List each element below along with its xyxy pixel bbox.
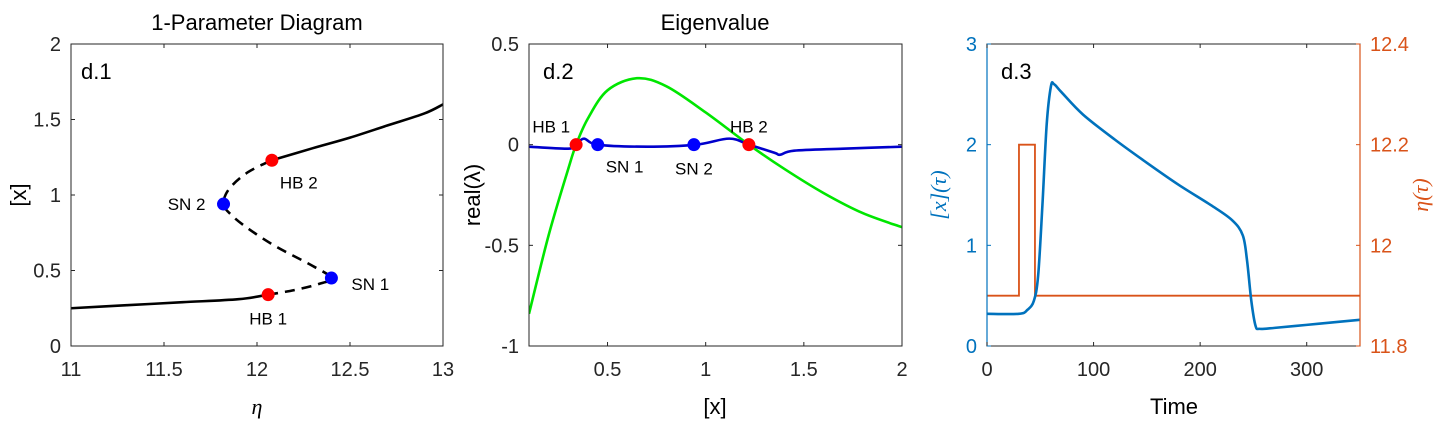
panel-1-title: 1-Parameter Diagram: [151, 10, 363, 35]
panel-1-label: d.1: [81, 59, 112, 84]
stable-branch-line-2: [271, 103, 443, 162]
panel-2-points: HB 1 SN 1 SN 2 HB 2: [532, 118, 767, 179]
panel-3-x-axis-label: Time: [1150, 394, 1198, 419]
panel-3-left-y-ticks: 0 1 2 3: [966, 34, 991, 358]
panel-3-right-y-tick-label: 12.2: [1370, 135, 1409, 157]
panel-1-x-tick-label: 11.5: [145, 359, 182, 381]
panel-3-curves: [987, 81, 1360, 331]
panel-1-curves: [71, 103, 443, 310]
panel-3-right-y-tick-label: 12: [1370, 235, 1392, 257]
panel-3-x-tick-label: 200: [1183, 359, 1216, 381]
panel-2-x-axis-label: [x]: [703, 394, 726, 419]
panel-1-y-tick-label: 1.5: [33, 110, 61, 132]
panel-2-y-tick-label: 0: [508, 135, 519, 157]
panel-2-x-tick-label: 1.5: [790, 359, 818, 381]
panel-3-left-y-axis-label: [x](τ): [926, 170, 951, 219]
eigen-point-sn-2: [687, 138, 701, 152]
panel-1-y-tick-label: 0.5: [33, 261, 61, 283]
panel-1-y-tick-label: 1: [50, 185, 61, 207]
bifurcation-point-hb-1: [261, 288, 275, 302]
panel-2-y-tick-label: -1: [501, 336, 519, 358]
bifurcation-label-hb-2: HB 2: [280, 173, 318, 192]
panel-1-x-ticks: 11 11.5 12 12.5 13: [61, 44, 454, 381]
panel-2-title: Eigenvalue: [661, 10, 770, 35]
panel-3-right-y-tick-label: 12.4: [1370, 34, 1409, 56]
eigen-label-hb-2: HB 2: [730, 118, 768, 137]
panel-3-x-ticks: 0 100 200 300: [981, 44, 1323, 381]
panel-2-x-tick-label: 1: [700, 359, 711, 381]
panel-2-x-tick-label: 2: [896, 359, 907, 381]
eigen-label-sn-1: SN 1: [606, 158, 644, 177]
bifurcation-point-sn-1: [324, 271, 338, 285]
panel-1-x-tick-label: 12.5: [331, 359, 370, 381]
panel-1-y-axis-label: [x]: [6, 183, 31, 206]
panel-3-x-tick-label: 0: [981, 359, 992, 381]
panel-2-y-tick-label: -0.5: [485, 235, 519, 257]
eigenvalue-line-0: [529, 76, 902, 315]
panel-3-x-tick-label: 300: [1290, 359, 1323, 381]
panel-2-y-axis-label: real(λ): [460, 164, 485, 226]
eigen-point-hb-2: [742, 138, 756, 152]
panel-3-x-tick-label: 100: [1077, 359, 1110, 381]
x-time-series-line: [987, 81, 1360, 331]
panel-2-x-tick-label: 0.5: [594, 359, 622, 381]
panel-2: Eigenvalue HB 1SN 1 SN 2HB 2 0.5 1 1.5 2 -1-…: [460, 10, 908, 419]
bifurcation-label-sn-2: SN 2: [168, 195, 206, 214]
panel-1-axes-box: [70, 43, 444, 347]
bifurcation-label-sn-1: SN 1: [351, 275, 389, 294]
panel-2-axes-box: [528, 43, 903, 347]
panel-1-x-axis-label: η: [252, 394, 263, 419]
panel-3-right-y-ticks: 11.8 12 12.2 12.4: [1356, 34, 1409, 358]
panel-1-x-tick-label: 13: [432, 359, 454, 381]
eta-step-line: [987, 143, 1360, 297]
panel-1-x-tick-label: 11: [61, 359, 82, 381]
eigen-point-hb-1: [569, 138, 583, 152]
bifurcation-point-sn-2: [217, 197, 231, 211]
bifurcation-label-hb-1: HB 1: [249, 310, 287, 329]
stable-branch-line-0: [71, 293, 269, 310]
panel-1-y-ticks: 0 0.5 1 1.5 2: [33, 34, 443, 358]
panel-1-y-tick-label: 0: [50, 336, 61, 358]
panel-3-left-y-tick-label: 1: [966, 235, 977, 257]
panel-2-curves: [529, 76, 902, 315]
panel-3-right-y-tick-label: 11.8: [1370, 336, 1407, 358]
panel-3-left-y-tick-label: 0: [966, 336, 977, 358]
panel-2-y-tick-label: 0.5: [491, 34, 519, 56]
panel-2-x-ticks: 0.5 1 1.5 2: [594, 44, 908, 381]
panel-2-y-ticks: -1 -0.5 0 0.5: [485, 34, 902, 358]
panel-3-right-y-axis-label: η(τ): [1408, 178, 1433, 211]
panel-1: 1-Parameter Diagram HB 2SN 2SN 1HB 1 11 1…: [6, 10, 454, 419]
eigen-point-sn-1: [591, 138, 605, 152]
panel-2-label: d.2: [543, 59, 574, 84]
panel-3-left-y-tick-label: 2: [966, 135, 977, 157]
eigen-label-hb-1: HB 1: [532, 118, 570, 137]
panel-3-left-y-tick-label: 3: [966, 34, 977, 56]
eigenvalue-line-1: [529, 137, 902, 157]
panel-1-y-tick-label: 2: [50, 34, 61, 56]
panel-1-points: HB 2 SN 2 SN 1 HB 1: [168, 153, 389, 329]
bifurcation-point-hb-2: [265, 153, 279, 167]
eigen-label-sn-2: SN 2: [675, 160, 713, 179]
panel-3-label: d.3: [1001, 59, 1032, 84]
panel-1-x-tick-label: 12: [246, 359, 268, 381]
